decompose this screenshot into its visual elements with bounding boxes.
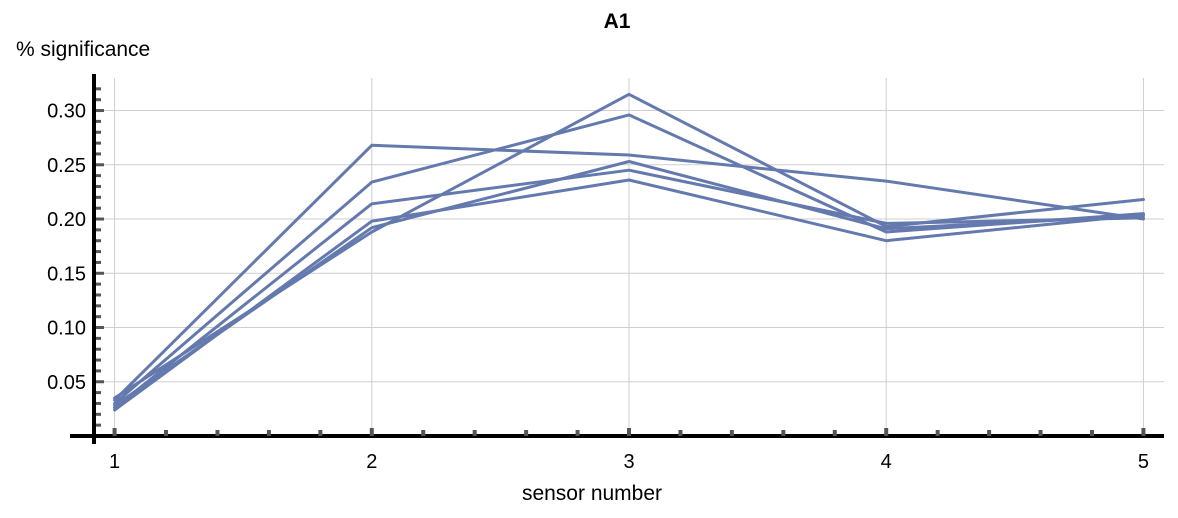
y-minor-tick — [96, 206, 101, 210]
y-minor-tick — [96, 423, 101, 427]
x-tick-label: 2 — [366, 451, 377, 473]
y-minor-tick — [96, 87, 101, 91]
y-major-tick — [96, 109, 104, 113]
y-major-tick — [96, 217, 104, 221]
y-major-tick — [96, 271, 104, 275]
x-minor-tick — [729, 430, 734, 436]
y-minor-tick — [96, 347, 101, 351]
y-minor-tick — [96, 195, 101, 199]
x-major-tick — [1141, 428, 1146, 436]
x-minor-tick — [472, 430, 477, 436]
chart-title: A1 — [604, 10, 631, 33]
y-minor-tick — [96, 130, 101, 134]
y-minor-tick — [96, 315, 101, 319]
x-tick-label: 1 — [109, 451, 120, 473]
grid — [94, 78, 1164, 436]
x-minor-tick — [832, 430, 837, 436]
x-minor-tick — [935, 430, 940, 436]
series-group — [113, 92, 1145, 412]
y-minor-tick — [96, 304, 101, 308]
y-tick-label: 0.25 — [47, 155, 86, 177]
y-minor-tick — [96, 98, 101, 102]
x-minor-tick — [781, 430, 786, 436]
y-minor-tick — [96, 141, 101, 145]
x-tick-label: 4 — [881, 451, 892, 473]
x-minor-tick — [164, 430, 169, 436]
y-minor-tick — [96, 184, 101, 188]
x-minor-tick — [575, 430, 580, 436]
x-major-tick — [369, 428, 374, 436]
x-major-tick — [627, 428, 631, 436]
y-major-tick — [96, 380, 104, 384]
tick-labels: 1 2 3 4 5 0.05 0.10 0.15 0.20 0.25 0.30 — [47, 101, 1149, 473]
series-line-4 — [113, 178, 1145, 412]
y-minor-tick — [96, 282, 101, 286]
y-minor-tick — [96, 228, 101, 232]
y-minor-tick — [96, 412, 101, 416]
series-line-1 — [113, 143, 1145, 402]
x-minor-tick — [678, 430, 683, 436]
y-minor-tick — [96, 152, 101, 156]
x-minor-tick — [1089, 430, 1094, 436]
y-tick-label: 0.05 — [47, 372, 86, 394]
x-minor-tick — [1038, 430, 1043, 436]
x-tick-label: 3 — [623, 451, 634, 473]
x-minor-tick — [215, 430, 220, 436]
y-minor-tick — [96, 174, 101, 178]
y-tick-label: 0.10 — [47, 318, 86, 340]
y-tick-label: 0.15 — [47, 263, 86, 285]
x-tick-label: 5 — [1138, 451, 1149, 473]
y-minor-tick — [96, 401, 101, 405]
x-major-tick — [884, 428, 889, 436]
y-minor-tick — [96, 336, 101, 340]
series-line-3 — [113, 168, 1145, 410]
y-minor-tick — [96, 369, 101, 373]
x-minor-tick — [987, 430, 992, 436]
y-tick-label: 0.20 — [47, 209, 86, 231]
x-minor-tick — [266, 430, 271, 436]
y-major-tick — [96, 326, 104, 330]
x-major-tick — [112, 428, 117, 436]
x-minor-tick — [421, 430, 426, 436]
y-minor-tick — [96, 250, 101, 254]
x-minor-tick — [524, 430, 529, 436]
x-minor-tick — [318, 430, 323, 436]
y-minor-tick — [96, 293, 101, 297]
y-major-tick — [96, 163, 104, 167]
y-minor-tick — [96, 391, 101, 395]
y-minor-tick — [96, 239, 101, 243]
y-minor-tick — [96, 119, 101, 123]
y-minor-tick — [96, 358, 101, 362]
y-axis-label: % significance — [16, 38, 150, 61]
axes — [70, 74, 1164, 444]
x-axis-label: sensor number — [522, 482, 662, 505]
y-tick-label: 0.30 — [47, 101, 86, 123]
series-line-6 — [113, 160, 1145, 408]
y-minor-tick — [96, 260, 101, 264]
